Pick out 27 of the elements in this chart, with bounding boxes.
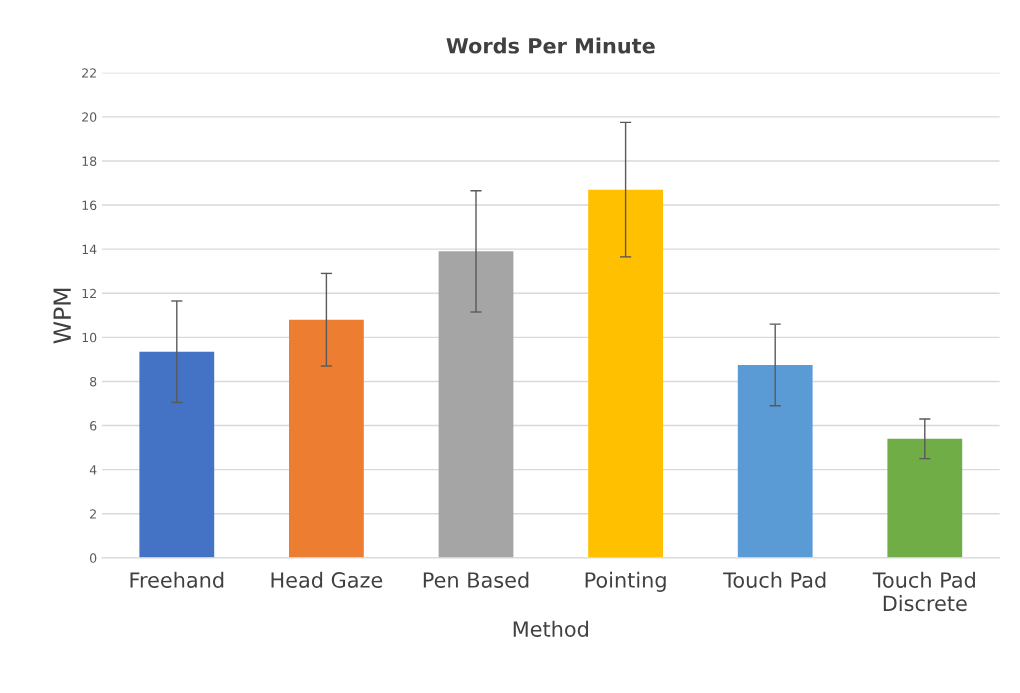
y-tick-label: 6 <box>90 421 97 431</box>
y-tick-label: 14 <box>82 244 97 254</box>
y-tick-label: 2 <box>90 509 96 519</box>
y-axis-title: WPM <box>53 288 71 344</box>
chart-title: Words Per Minute <box>446 37 655 54</box>
y-tick-label: 4 <box>89 465 97 475</box>
x-tick-label: Freehand <box>130 571 224 588</box>
x-tick-label: Pen Based <box>423 571 529 588</box>
y-tick-label: 10 <box>82 332 97 343</box>
x-tick-label: Pointing <box>585 571 666 592</box>
x-tick-label: Touch Pad <box>723 571 826 588</box>
x-axis-title: Method <box>513 620 588 637</box>
x-tick-label: Head Gaze <box>271 571 383 588</box>
y-tick-label: 8 <box>90 376 97 387</box>
y-tick-label: 12 <box>82 288 96 299</box>
bar <box>139 351 215 558</box>
bar <box>588 189 663 558</box>
x-tick-label: Touch Pad Discrete <box>872 571 975 612</box>
y-tick-label: 22 <box>82 68 96 78</box>
bar <box>737 364 813 558</box>
y-tick-label: 16 <box>82 200 97 210</box>
y-tick-label: 20 <box>82 112 97 122</box>
bar <box>438 251 514 558</box>
y-tick-label: 0 <box>90 553 97 563</box>
bar <box>887 438 963 558</box>
bar <box>289 319 364 558</box>
y-tick-label: 18 <box>82 156 97 166</box>
